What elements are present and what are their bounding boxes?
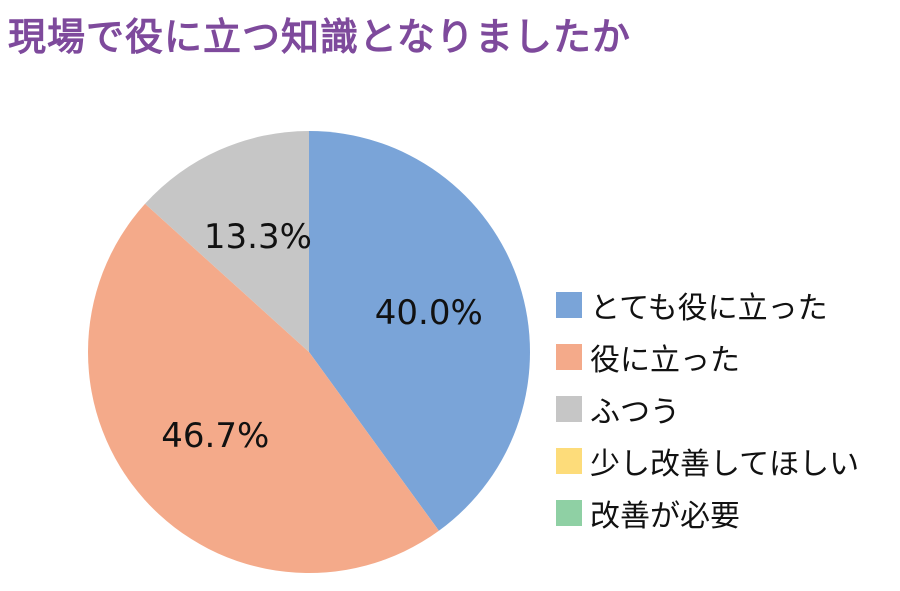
legend-label: 少し改善してほしい — [590, 447, 860, 482]
legend-label: 改善が必要 — [590, 499, 740, 534]
slice-data-label-3: 13.3% — [204, 217, 312, 257]
chart-title: 現場で役に立つ知識となりましたか — [8, 15, 631, 59]
pie-slice-1 — [309, 131, 531, 531]
legend-swatch — [556, 448, 582, 474]
slice-data-label-2: 46.7% — [161, 416, 269, 456]
slice-data-label-1: 40.0% — [375, 293, 483, 333]
legend-item: 改善が必要 — [556, 498, 859, 534]
legend-item: 少し改善してほしい — [556, 446, 859, 482]
legend-swatch — [556, 500, 582, 526]
legend-swatch — [556, 344, 582, 370]
legend-label: ふつう — [590, 395, 680, 430]
legend-label: とても役に立った — [590, 291, 828, 326]
legend-item: とても役に立った — [556, 290, 859, 326]
legend-swatch — [556, 396, 582, 422]
legend-swatch — [556, 292, 582, 318]
pie-slice-3 — [145, 131, 309, 352]
pie-slice-2 — [87, 203, 439, 574]
chart-legend: とても役に立った 役に立ったふつう少し改善してほしい 改善が必要 — [556, 290, 859, 550]
legend-item: ふつう — [556, 394, 859, 430]
legend-item: 役に立った — [556, 342, 859, 378]
legend-label: 役に立った — [590, 343, 740, 378]
